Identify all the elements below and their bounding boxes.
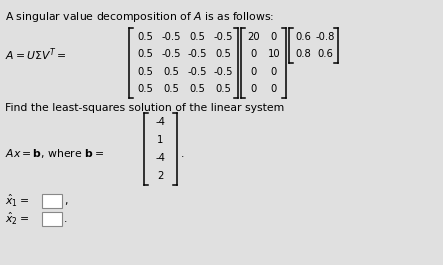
Text: -0.8: -0.8	[315, 32, 335, 42]
FancyBboxPatch shape	[42, 212, 62, 226]
Text: 0.5: 0.5	[215, 49, 231, 59]
Text: -0.5: -0.5	[161, 49, 181, 59]
Text: 0: 0	[251, 49, 257, 59]
Text: 0: 0	[251, 67, 257, 77]
Text: 0.5: 0.5	[137, 67, 153, 77]
Text: -0.5: -0.5	[161, 32, 181, 42]
Text: 0.5: 0.5	[163, 67, 179, 77]
Text: 0: 0	[271, 84, 277, 94]
Text: 0.5: 0.5	[189, 84, 205, 94]
Text: -0.5: -0.5	[187, 67, 207, 77]
Text: Find the least-squares solution of the linear system: Find the least-squares solution of the l…	[5, 103, 284, 113]
Text: 1: 1	[157, 135, 163, 145]
Text: 0.6: 0.6	[295, 32, 311, 42]
Text: $Ax = \mathbf{b}$, where $\mathbf{b} =$: $Ax = \mathbf{b}$, where $\mathbf{b} =$	[5, 148, 105, 161]
Text: .: .	[64, 214, 67, 224]
Text: -4: -4	[155, 153, 165, 163]
Text: 0.5: 0.5	[215, 84, 231, 94]
FancyBboxPatch shape	[42, 194, 62, 208]
Text: A singular value decomposition of $\mathit{A}$ is as follows:: A singular value decomposition of $\math…	[5, 10, 274, 24]
Text: 0: 0	[271, 32, 277, 42]
Text: 20: 20	[248, 32, 260, 42]
Text: 0.5: 0.5	[163, 84, 179, 94]
Text: $\hat{x}_1 =$: $\hat{x}_1 =$	[5, 193, 29, 209]
Text: 10: 10	[268, 49, 280, 59]
Text: -4: -4	[155, 117, 165, 127]
Text: $\hat{x}_2 =$: $\hat{x}_2 =$	[5, 211, 29, 227]
Text: 0.5: 0.5	[137, 49, 153, 59]
Text: 0.6: 0.6	[317, 49, 333, 59]
Text: -0.5: -0.5	[213, 67, 233, 77]
Text: 0.5: 0.5	[137, 32, 153, 42]
Text: ,: ,	[64, 196, 67, 206]
Text: 0.5: 0.5	[189, 32, 205, 42]
Text: 2: 2	[157, 171, 163, 181]
Text: 0.5: 0.5	[137, 84, 153, 94]
Text: 0.8: 0.8	[295, 49, 311, 59]
Text: 0: 0	[271, 67, 277, 77]
Text: 0: 0	[251, 84, 257, 94]
Text: -0.5: -0.5	[187, 49, 207, 59]
Text: -0.5: -0.5	[213, 32, 233, 42]
Text: $A = U\Sigma V^T =$: $A = U\Sigma V^T =$	[5, 46, 66, 63]
Text: .: .	[181, 149, 184, 159]
